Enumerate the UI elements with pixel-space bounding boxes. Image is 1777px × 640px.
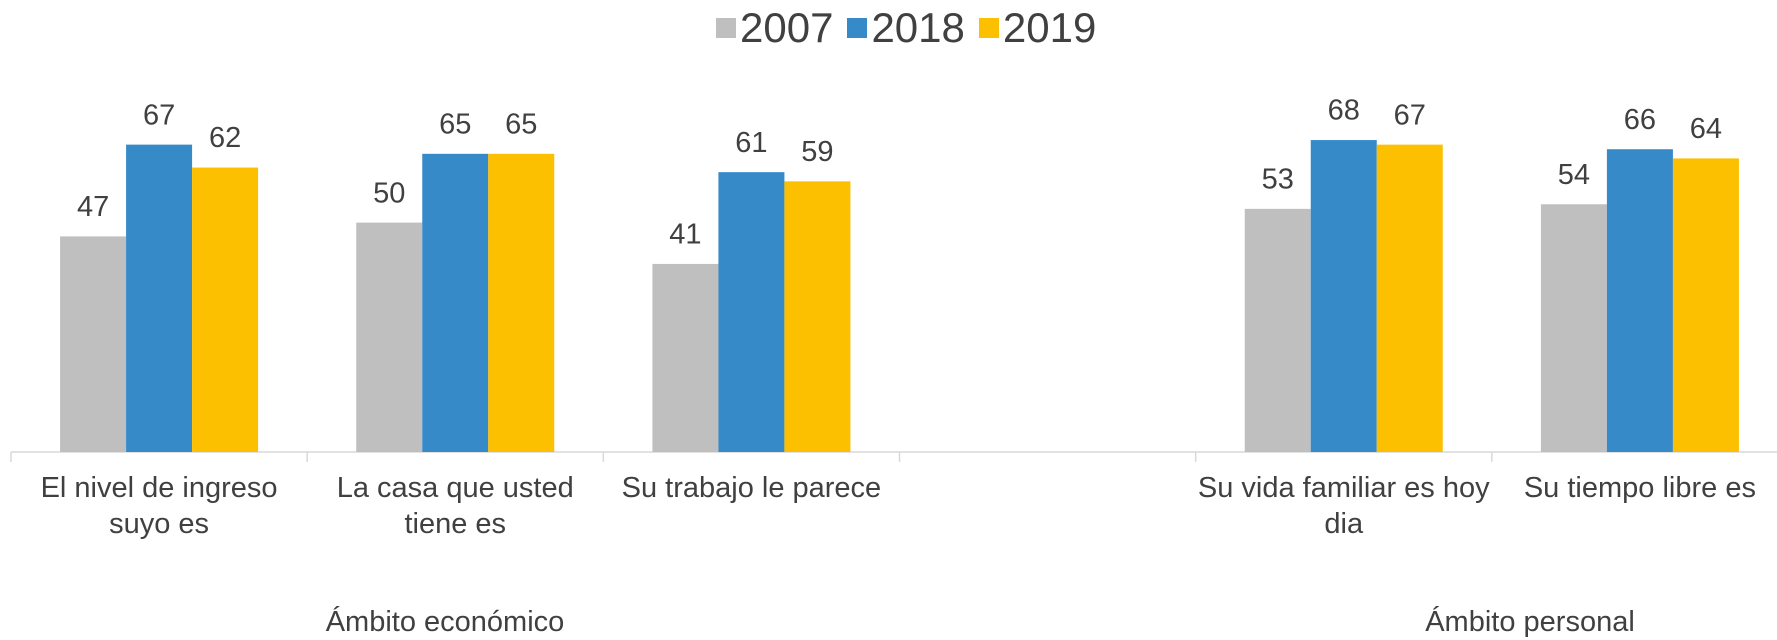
bar	[356, 222, 423, 452]
data-label: 65	[505, 108, 537, 140]
bar	[1540, 204, 1607, 452]
bar	[488, 153, 555, 452]
data-label: 53	[1262, 164, 1294, 196]
x-tick-label: Su tiempo libre es	[1523, 472, 1756, 504]
bar	[784, 181, 851, 452]
legend-label: 2007	[740, 4, 834, 51]
legend-item: 2007	[716, 4, 833, 52]
legend-item: 2018	[847, 4, 965, 52]
data-label: 41	[669, 219, 701, 251]
data-label: 50	[373, 177, 405, 209]
bar	[60, 236, 127, 452]
data-label: 64	[1690, 113, 1722, 145]
bar	[718, 172, 785, 452]
data-label: 61	[735, 127, 767, 159]
data-label: 67	[143, 99, 175, 131]
group-label: Ámbito económico	[325, 606, 565, 638]
legend: 2007 2018 2019	[716, 4, 1110, 52]
legend-swatch	[978, 18, 999, 38]
bar	[1606, 149, 1673, 452]
bar	[1310, 140, 1377, 453]
data-label: 59	[801, 136, 833, 168]
group-label: Ámbito personal	[1425, 606, 1635, 638]
data-label: 66	[1624, 104, 1656, 136]
data-label: 67	[1394, 99, 1426, 131]
bar	[192, 167, 259, 452]
bar	[422, 153, 489, 452]
legend-swatch	[847, 18, 868, 38]
data-label: 68	[1328, 95, 1360, 127]
x-tick-label: El nivel de ingreso suyo es	[40, 472, 278, 540]
bar	[1244, 208, 1311, 452]
legend-item: 2019	[978, 4, 1097, 52]
bar	[126, 144, 193, 452]
x-tick-label: Su vida familiar es hoy dia	[1197, 472, 1490, 540]
legend-swatch	[716, 18, 736, 38]
data-label: 62	[209, 122, 241, 154]
bar	[1672, 158, 1739, 452]
x-tick-label: La casa que usted tiene es	[336, 472, 574, 540]
bar	[652, 263, 719, 452]
x-tick-label: Su trabajo le parece	[621, 472, 882, 504]
data-label: 54	[1558, 159, 1590, 191]
data-label: 47	[77, 191, 109, 223]
legend-label: 2018	[871, 4, 965, 51]
legend-label: 2019	[1002, 4, 1097, 51]
data-label: 65	[439, 108, 471, 140]
bar	[1376, 144, 1443, 452]
